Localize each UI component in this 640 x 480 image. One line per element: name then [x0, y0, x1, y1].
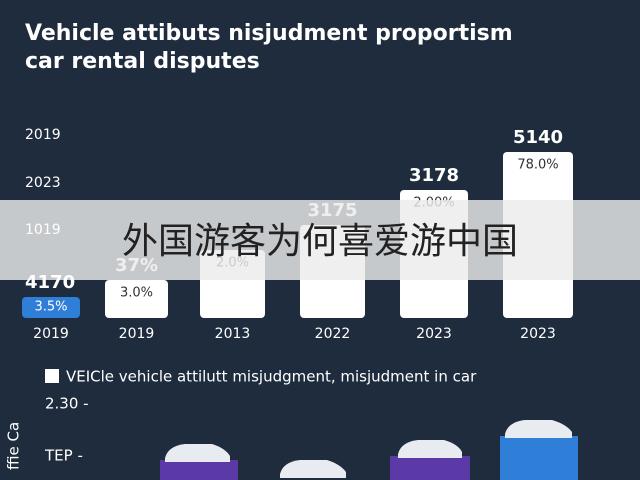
bar-top-label: 5140: [513, 127, 563, 148]
overlay-banner: [0, 200, 640, 280]
bar-top-label: 3178: [409, 165, 459, 186]
legend-swatch: [45, 369, 59, 383]
left-label: 2023: [25, 175, 61, 191]
bar-inner-label: 3.0%: [120, 286, 153, 301]
overlay-text: 外国游客为何喜爱游中国: [122, 221, 518, 262]
bar: [22, 297, 80, 318]
left-label: 1019: [25, 222, 61, 238]
lower-bar: [160, 460, 238, 480]
lower-bar: [500, 436, 578, 480]
bar: [105, 280, 168, 318]
category-label: 2019: [119, 326, 155, 342]
category-label: 2023: [416, 326, 452, 342]
lower-bar: [390, 456, 470, 480]
axis-label: TEP -: [44, 447, 83, 465]
left-label: 4170: [25, 272, 75, 293]
legend-label: VEICle vehicle attilutt misjudgment, mis…: [66, 368, 477, 386]
title: Vehicle attibuts nisjudment proportism: [25, 21, 513, 46]
category-label: 2019: [33, 326, 69, 342]
bar-inner-label: 78.0%: [517, 158, 558, 173]
title: car rental disputes: [25, 49, 260, 74]
left-label: 2019: [25, 127, 61, 143]
category-label: 2013: [215, 326, 251, 342]
side-label: ffie Ca: [5, 422, 23, 470]
category-label: 2022: [315, 326, 351, 342]
category-label: 2023: [520, 326, 556, 342]
bar-inner-label: 3.5%: [34, 300, 67, 315]
car-icon: [165, 420, 572, 478]
axis-label: 2.30 -: [45, 395, 89, 413]
